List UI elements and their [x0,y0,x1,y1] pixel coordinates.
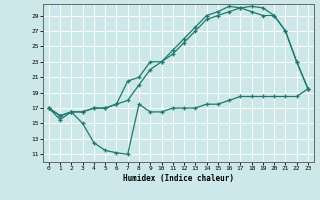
X-axis label: Humidex (Indice chaleur): Humidex (Indice chaleur) [123,174,234,183]
